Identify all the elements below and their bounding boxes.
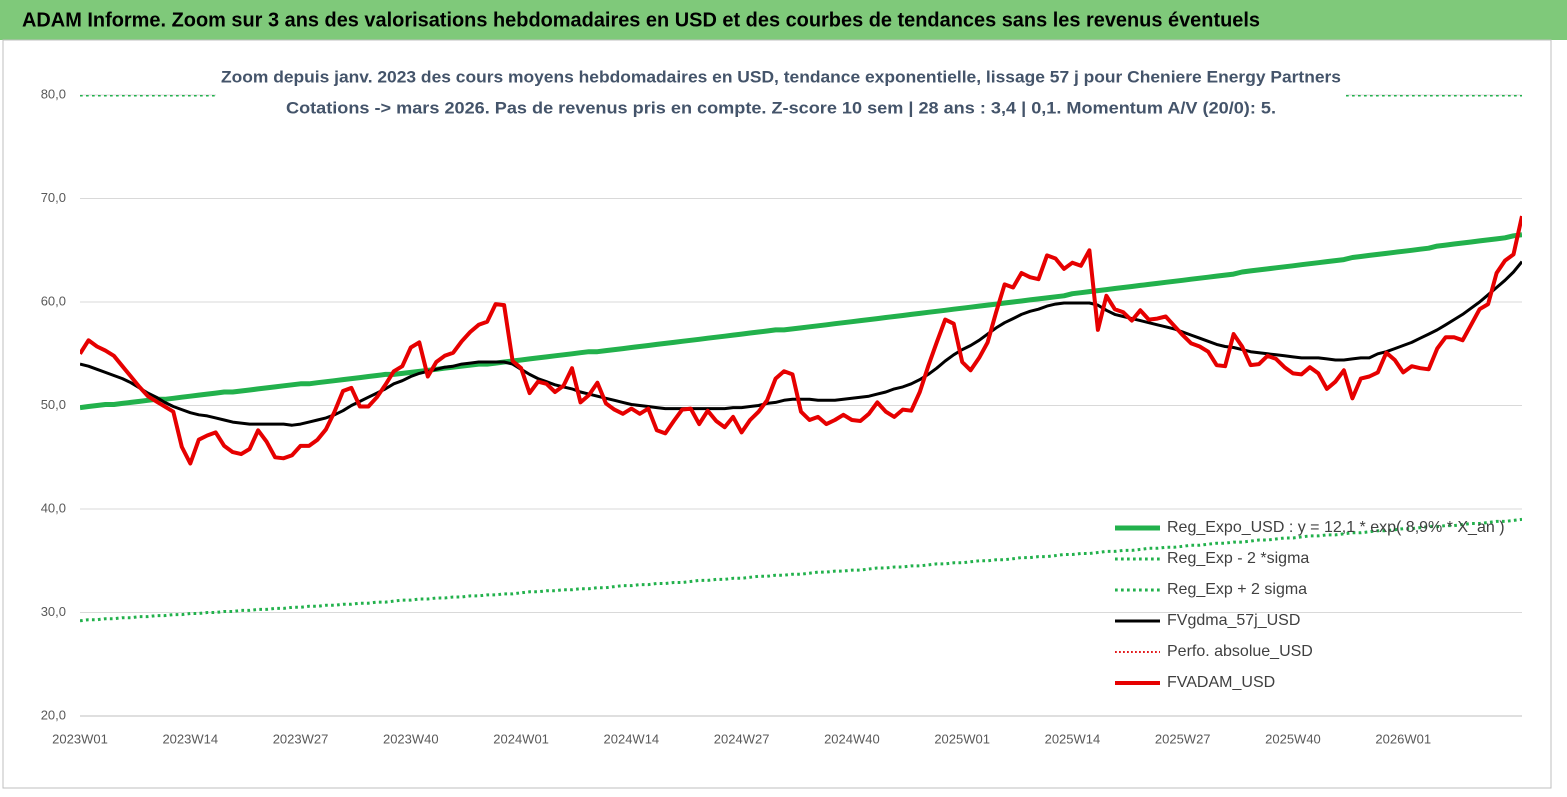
y-tick-label: 50,0 [41, 397, 66, 412]
chart-title: ADAM Informe. Zoom sur 3 ans des valoris… [22, 9, 1260, 31]
y-tick-label: 20,0 [41, 707, 66, 722]
x-tick-label: 2023W27 [273, 731, 329, 746]
legend-label: Reg_Exp + 2 sigma [1167, 581, 1307, 598]
x-tick-label: 2024W01 [493, 731, 549, 746]
y-tick-label: 30,0 [41, 604, 66, 619]
y-tick-label: 70,0 [41, 190, 66, 205]
plot-area: 20,0 30,0 40,0 50,0 60,0 70,0 80,0 2023W01 2023W… [41, 86, 1522, 746]
subtitle-box [216, 60, 1346, 126]
x-tick-label: 2024W27 [714, 731, 770, 746]
legend-label: FVADAM_USD [1167, 674, 1275, 691]
header-bar [0, 0, 1567, 40]
legend-label: Reg_Exp - 2 *sigma [1167, 550, 1309, 567]
series-line [80, 215, 1522, 466]
series-line [80, 260, 1522, 427]
series-layer [80, 95, 1522, 623]
legend-label: Reg_Expo_USD : y = 12,1 * exp( 8,9% * X_… [1167, 519, 1505, 536]
y-tick-label: 40,0 [41, 500, 66, 515]
legend-label: Perfo. absolue_USD [1167, 643, 1313, 660]
chart-subtitle: Cotations -> mars 2026. Pas de revenus p… [286, 98, 1276, 117]
series-line [80, 517, 1522, 623]
x-tick-label: 2024W40 [824, 731, 880, 746]
x-tick-label: 2023W14 [162, 731, 218, 746]
x-tick-label: 2023W01 [52, 731, 108, 746]
legend-label: FVgdma_57j_USD [1167, 612, 1300, 629]
chart-border [2, 39, 1552, 789]
x-tick-label: 2025W27 [1155, 731, 1211, 746]
x-tick-label: 2024W14 [604, 731, 660, 746]
series-line [80, 232, 1522, 411]
legend: Reg_Expo_USD : y = 12,1 * exp( 8,9% * X_… [1115, 519, 1505, 691]
x-tick-label: 2025W40 [1265, 731, 1321, 746]
x-tick-label: 2026W01 [1375, 731, 1431, 746]
x-tick-label: 2023W40 [383, 731, 439, 746]
y-tick-label: 60,0 [41, 293, 66, 308]
chart-subtitle: Zoom depuis janv. 2023 des cours moyens … [221, 67, 1341, 86]
y-tick-label: 80,0 [41, 86, 66, 101]
x-tick-label: 2025W14 [1045, 731, 1101, 746]
x-tick-label: 2025W01 [934, 731, 990, 746]
